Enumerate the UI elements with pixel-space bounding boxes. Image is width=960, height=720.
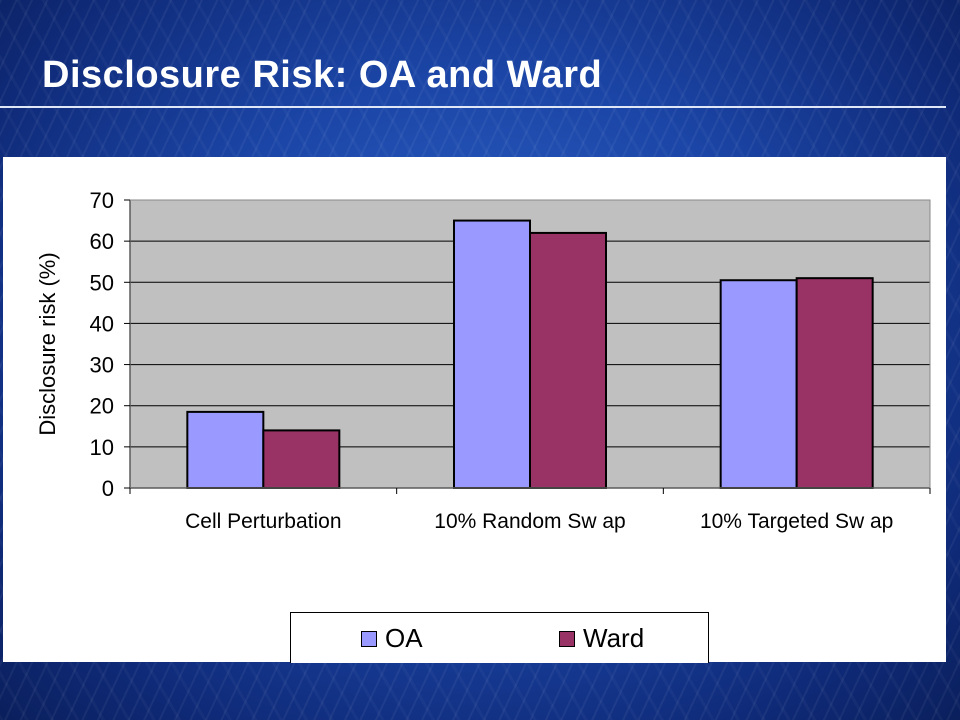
bar-ward-0 [262,429,341,489]
x-tick-label: Cell Perturbation [185,510,341,533]
legend-item-ward: Ward [559,623,644,654]
x-tick-label: 10% Random Sw ap [434,510,625,533]
y-tick-label: 10 [90,435,114,460]
y-tick-label: 20 [90,394,114,419]
y-tick-label: 0 [102,476,114,501]
bar-ward-1 [529,231,607,489]
chart-panel: 0 10 20 30 40 50 60 70 Cell Perturbation 10% Rand… [3,157,946,663]
legend-item-oa: OA [361,623,423,654]
bar-oa-2 [719,279,798,489]
slide-title: Disclosure Risk: OA and Ward [42,54,603,96]
legend-swatch-ward [559,630,575,647]
bar-ward-2 [795,277,874,489]
legend-label-oa: OA [385,623,423,653]
legend-label-ward: Ward [583,623,645,653]
bar-oa-1 [453,219,531,489]
y-tick-label: 60 [90,229,114,254]
legend: OA Ward [290,612,709,663]
y-axis-label: Disclosure risk (%) [35,252,60,435]
title-divider [0,106,946,108]
y-tick-label: 30 [90,353,114,378]
legend-swatch-oa [361,630,377,647]
plot-border [129,199,931,489]
x-tick-label: 10% Targeted Sw ap [700,510,893,533]
y-tick-label: 70 [90,188,114,213]
y-tick-label: 40 [90,311,114,336]
bar-oa-0 [186,410,265,489]
bar-chart: 0 10 20 30 40 50 60 70 Cell Perturbation 10% Rand… [35,188,931,533]
y-tick-label: 50 [90,270,114,295]
